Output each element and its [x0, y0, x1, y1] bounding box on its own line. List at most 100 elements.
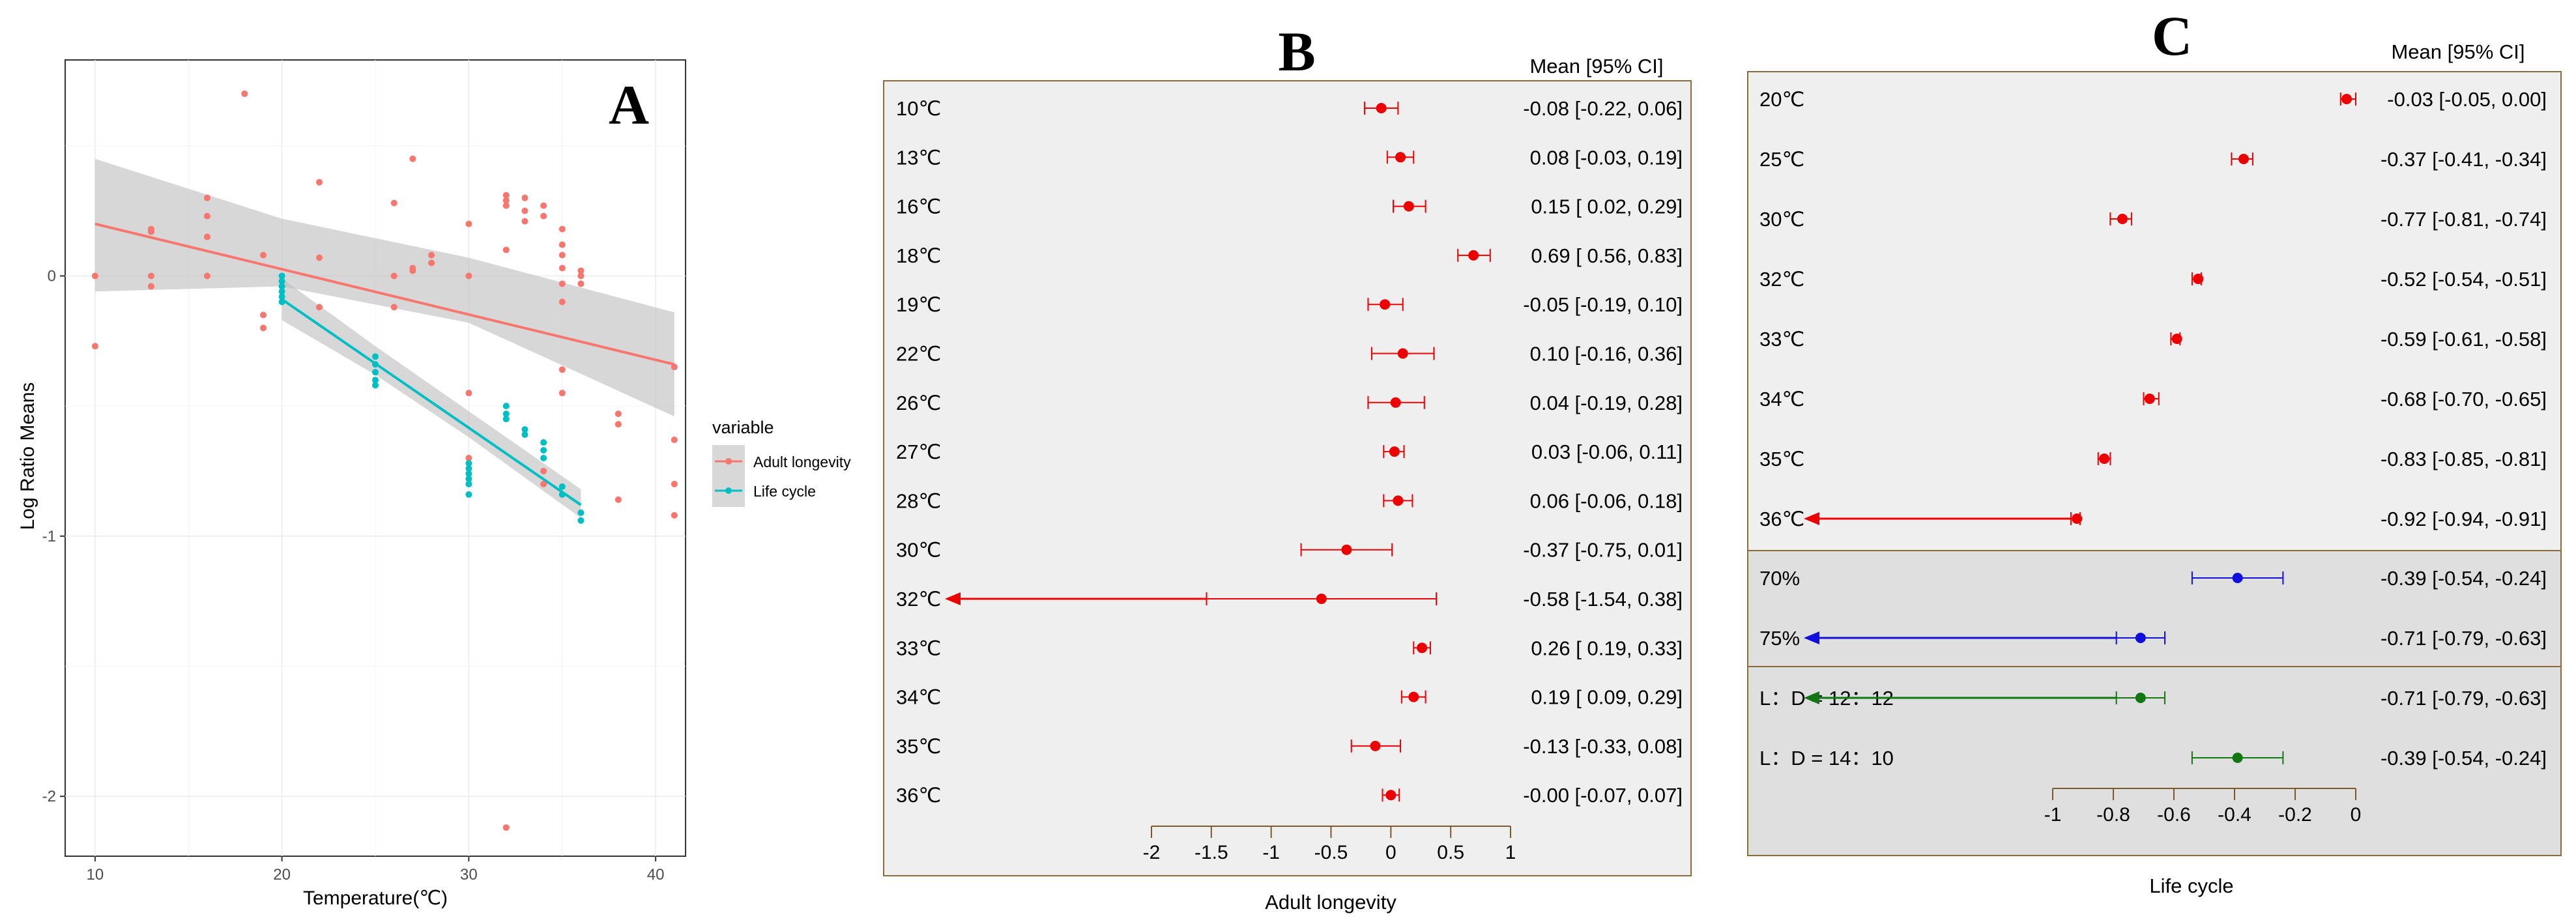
ci-band-adult-longevity [94, 158, 674, 417]
row-ci-text: 0.15 [ 0.02, 0.29] [1531, 195, 1683, 218]
x-tick-label: 0 [2351, 804, 2362, 826]
point-estimate [1403, 201, 1414, 212]
data-point [671, 437, 678, 444]
x-tick-label: -0.4 [2218, 804, 2251, 826]
data-point [372, 361, 379, 368]
row-ci-text: -0.58 [-1.54, 0.38] [1523, 588, 1683, 611]
data-point [203, 212, 210, 220]
row-ci-text: -0.92 [-0.94, -0.91] [2381, 508, 2547, 530]
panel-c-column-header: Mean [95% CI] [2391, 40, 2525, 63]
data-point [558, 280, 566, 287]
row-label: 35℃ [1759, 448, 1804, 470]
x-tick-label: -2 [1143, 842, 1161, 863]
row-ci-text: -0.71 [-0.79, -0.63] [2381, 627, 2547, 650]
panel-a-scatter: 10 20 30 40 0 -1 -2 A Temperature(℃) Log Ratio… [17, 59, 851, 909]
data-point [502, 403, 510, 410]
data-point [259, 311, 267, 319]
point-estimate [1380, 299, 1391, 310]
row-ci-text: -0.59 [-0.61, -0.58] [2381, 328, 2547, 351]
row-ci-text: -0.05 [-0.19, 0.10] [1523, 293, 1683, 316]
data-point [465, 491, 472, 498]
row-ci-text: 0.08 [-0.03, 0.19] [1530, 146, 1683, 169]
data-point [259, 252, 267, 259]
data-point [615, 421, 622, 428]
forest-row: 35℃ -0.83 [-0.85, -0.81] [1759, 448, 2547, 470]
row-ci-text: -0.68 [-0.70, -0.65] [2381, 388, 2547, 411]
row-label: 27℃ [896, 440, 941, 463]
row-ci-text: 0.04 [-0.19, 0.28] [1530, 392, 1683, 414]
row-ci-text: 0.19 [ 0.09, 0.29] [1531, 686, 1683, 709]
panel-b-frame [883, 80, 1692, 876]
point-estimate [2099, 454, 2110, 464]
row-label: 75% [1759, 627, 1800, 650]
panel-a-xlabel: Temperature(℃) [303, 887, 448, 909]
data-point [540, 447, 547, 454]
forest-row: 34℃ -0.68 [-0.70, -0.65] [1759, 388, 2547, 411]
x-tick-label: 0.5 [1437, 842, 1464, 863]
x-tick-label: 1 [1505, 842, 1516, 863]
row-label: 34℃ [1759, 388, 1804, 411]
legend-title: variable [712, 418, 774, 437]
point-estimate [2135, 693, 2146, 703]
forest-row: 33℃ 0.26 [ 0.19, 0.33] [896, 637, 1683, 659]
data-point [502, 197, 510, 204]
data-point [615, 496, 622, 503]
panel-a-ylabel: Log Ratio Means [17, 382, 38, 530]
forest-row: 18℃ 0.69 [ 0.56, 0.83] [896, 244, 1683, 267]
data-point [409, 155, 416, 162]
data-point [502, 192, 510, 199]
data-point [521, 431, 528, 439]
panel-a-label: A [609, 74, 649, 136]
data-point [521, 218, 528, 225]
forest-row: 30℃ -0.77 [-0.81, -0.74] [1759, 208, 2547, 231]
data-point [540, 202, 547, 209]
forest-row: 19℃ -0.05 [-0.19, 0.10] [896, 293, 1683, 316]
forest-row: 25℃ -0.37 [-0.41, -0.34] [1759, 148, 2547, 171]
x-tick-label: -1 [2044, 804, 2062, 826]
data-point [615, 411, 622, 418]
row-ci-text: -0.03 [-0.05, 0.00] [2387, 88, 2547, 111]
data-point [465, 470, 472, 477]
x-tick-label: -0.6 [2157, 804, 2191, 826]
panel-a-trend-lines [94, 222, 675, 506]
data-point [278, 283, 285, 290]
point-estimate [1397, 348, 1408, 359]
point-estimate [1376, 103, 1387, 113]
row-label: 32℃ [896, 588, 941, 611]
x-tick-label: -0.2 [2278, 804, 2312, 826]
data-point [577, 509, 585, 516]
data-point [558, 491, 566, 498]
forest-row: 10℃ -0.08 [-0.22, 0.06] [896, 97, 1683, 120]
data-point [315, 254, 323, 261]
row-label: 13℃ [896, 146, 941, 169]
data-point [465, 220, 472, 227]
panel-a-axes: 10 20 30 40 0 -1 -2 [42, 267, 665, 884]
data-point [315, 179, 323, 186]
forest-row: 32℃ -0.58 [-1.54, 0.38] [896, 588, 1683, 611]
row-label: 34℃ [896, 686, 941, 709]
overflow-arrow-head [945, 592, 961, 605]
panel-c-content: 20℃ -0.03 [-0.05, 0.00] 25℃ -0.37 [-0.41, -… [1759, 88, 2547, 770]
data-point [203, 233, 210, 240]
x-tick-label: -0.8 [2096, 804, 2130, 826]
point-estimate [2232, 573, 2243, 583]
point-estimate [2232, 753, 2243, 763]
data-point [147, 283, 154, 290]
data-point [540, 455, 547, 461]
y-tick-label: -2 [42, 788, 56, 805]
data-point [540, 467, 547, 474]
point-estimate [1390, 397, 1401, 408]
row-ci-text: -0.37 [-0.75, 0.01] [1523, 539, 1683, 562]
row-ci-text: -0.37 [-0.41, -0.34] [2381, 148, 2547, 171]
row-label: 19℃ [896, 293, 941, 316]
data-point [521, 207, 528, 214]
row-ci-text: 0.69 [ 0.56, 0.83] [1531, 244, 1683, 267]
point-estimate [2171, 334, 2182, 344]
data-point [409, 267, 416, 274]
row-label: 20℃ [1759, 88, 1804, 111]
data-point [671, 480, 678, 487]
row-ci-text: -0.83 [-0.85, -0.81] [2381, 448, 2547, 470]
data-point [521, 194, 528, 201]
row-label: 36℃ [896, 784, 941, 807]
forest-row: 33℃ -0.59 [-0.61, -0.58] [1759, 328, 2547, 351]
